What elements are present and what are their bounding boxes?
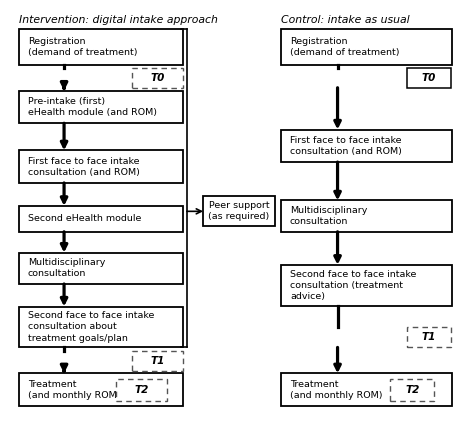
Text: First face to face intake
consultation (and ROM): First face to face intake consultation (… bbox=[28, 157, 140, 177]
FancyBboxPatch shape bbox=[132, 351, 183, 371]
FancyBboxPatch shape bbox=[280, 373, 452, 406]
FancyBboxPatch shape bbox=[18, 307, 183, 348]
FancyBboxPatch shape bbox=[407, 328, 451, 348]
Text: T0: T0 bbox=[422, 73, 436, 83]
Text: Peer support
(as required): Peer support (as required) bbox=[209, 201, 270, 222]
FancyBboxPatch shape bbox=[18, 373, 183, 406]
Text: T1: T1 bbox=[422, 332, 436, 343]
FancyBboxPatch shape bbox=[18, 29, 183, 65]
FancyBboxPatch shape bbox=[390, 379, 434, 401]
FancyBboxPatch shape bbox=[407, 68, 451, 88]
Text: Treatment
(and monthly ROM): Treatment (and monthly ROM) bbox=[290, 380, 383, 400]
Text: T2: T2 bbox=[405, 385, 420, 395]
FancyBboxPatch shape bbox=[132, 68, 183, 88]
Text: Multidisciplinary
consultation: Multidisciplinary consultation bbox=[28, 258, 105, 278]
Text: Second face to face intake
consultation about
treatment goals/plan: Second face to face intake consultation … bbox=[28, 311, 154, 343]
Text: Registration
(demand of treatment): Registration (demand of treatment) bbox=[290, 37, 400, 57]
FancyBboxPatch shape bbox=[18, 206, 183, 232]
Text: Multidisciplinary
consultation: Multidisciplinary consultation bbox=[290, 206, 368, 226]
Text: Treatment
(and monthly ROM): Treatment (and monthly ROM) bbox=[28, 380, 120, 400]
FancyBboxPatch shape bbox=[280, 265, 452, 306]
FancyBboxPatch shape bbox=[116, 379, 167, 401]
FancyBboxPatch shape bbox=[18, 91, 183, 123]
FancyBboxPatch shape bbox=[18, 253, 183, 284]
Text: T1: T1 bbox=[150, 356, 165, 366]
Text: Intervention: digital intake approach: Intervention: digital intake approach bbox=[18, 14, 218, 25]
Text: Second eHealth module: Second eHealth module bbox=[28, 214, 141, 223]
FancyBboxPatch shape bbox=[280, 130, 452, 162]
Text: Control: intake as usual: Control: intake as usual bbox=[280, 14, 409, 25]
Text: Pre-intake (first)
eHealth module (and ROM): Pre-intake (first) eHealth module (and R… bbox=[28, 97, 157, 117]
Text: First face to face intake
consultation (and ROM): First face to face intake consultation (… bbox=[290, 136, 402, 156]
FancyBboxPatch shape bbox=[280, 29, 452, 65]
FancyBboxPatch shape bbox=[203, 196, 275, 226]
FancyBboxPatch shape bbox=[18, 150, 183, 183]
Text: T0: T0 bbox=[150, 73, 165, 83]
Text: T2: T2 bbox=[134, 385, 149, 395]
FancyBboxPatch shape bbox=[280, 201, 452, 232]
Text: Second face to face intake
consultation (treatment
advice): Second face to face intake consultation … bbox=[290, 270, 416, 301]
Text: Registration
(demand of treatment): Registration (demand of treatment) bbox=[28, 37, 137, 57]
